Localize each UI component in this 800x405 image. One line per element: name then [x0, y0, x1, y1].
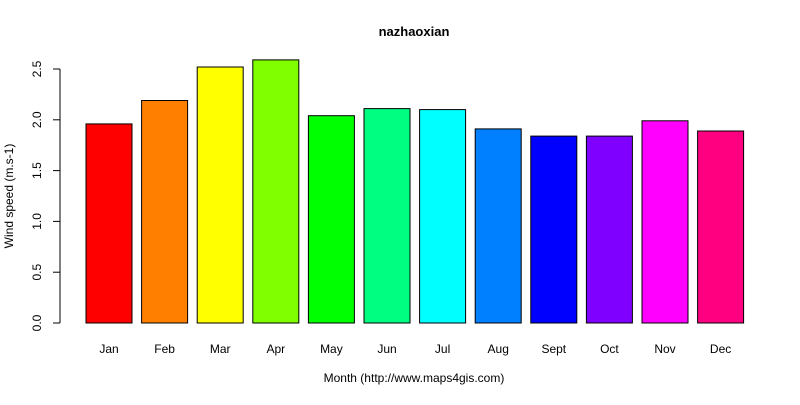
bar-sept: [530, 135, 578, 324]
bar-oct: [585, 135, 633, 324]
bars-group: [85, 59, 745, 324]
x-axis-labels: Jan Feb Mar Apr May Jun Jul Aug Sept Oct Nov Dec: [99, 342, 731, 356]
y-tick-label: 1.5: [30, 162, 44, 179]
y-tick-label: 2.5: [30, 60, 44, 77]
y-tick-label: 1.0: [30, 213, 44, 230]
x-tick-label: Mar: [210, 342, 231, 356]
y-tick-label: 0.0: [30, 314, 44, 331]
x-tick-label: Apr: [266, 342, 285, 356]
bar-may: [307, 115, 355, 324]
x-tick-label: Jun: [377, 342, 396, 356]
bar-jul: [419, 109, 467, 324]
bar-feb: [141, 100, 189, 324]
bar-nov: [641, 120, 689, 324]
y-axis-label: Wind speed (m.s-1): [2, 144, 16, 249]
x-tick-label: May: [320, 342, 343, 356]
x-tick-label: Dec: [710, 342, 731, 356]
bar-jun: [363, 108, 411, 324]
bar-jan: [85, 123, 133, 324]
bar-aug: [474, 128, 522, 324]
bar-dec: [697, 130, 745, 324]
bar-apr: [252, 59, 300, 324]
x-tick-label: Jan: [99, 342, 118, 356]
x-axis-label: Month (http://www.maps4gis.com): [324, 371, 505, 385]
bar-mar: [196, 66, 244, 324]
y-tick-label: 2.0: [30, 111, 44, 128]
chart-title: nazhaoxian: [379, 24, 450, 39]
y-axis: 0.0 0.5 1.0 1.5 2.0 2.5: [30, 60, 61, 331]
x-tick-label: Sept: [541, 342, 566, 356]
y-tick-label: 0.5: [30, 264, 44, 281]
x-tick-label: Oct: [600, 342, 619, 356]
x-tick-label: Feb: [154, 342, 175, 356]
x-tick-label: Nov: [654, 342, 675, 356]
x-tick-label: Aug: [488, 342, 509, 356]
x-tick-label: Jul: [435, 342, 450, 356]
